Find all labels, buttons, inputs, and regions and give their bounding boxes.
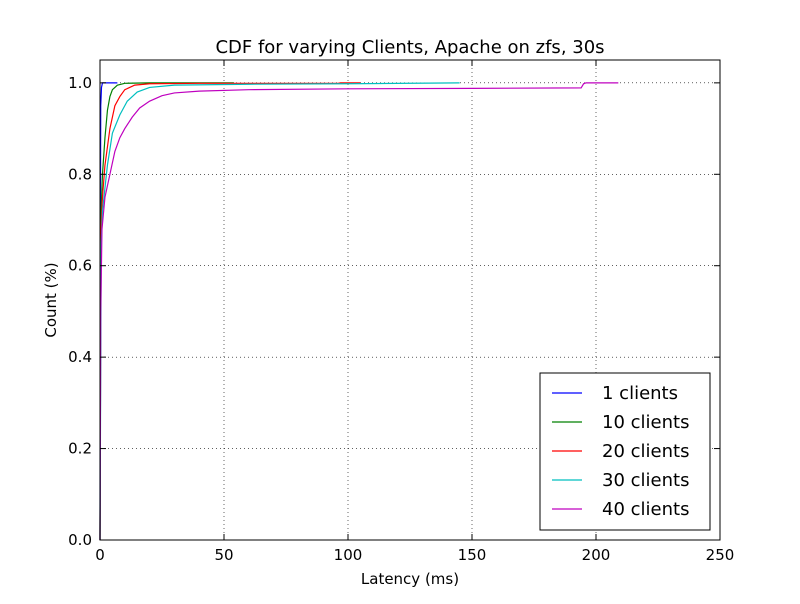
x-tick-label: 100: [334, 546, 363, 564]
chart-title: CDF for varying Clients, Apache on zfs, …: [215, 37, 604, 58]
series-line-4: [99, 82, 460, 541]
x-axis-label: Latency (ms): [361, 570, 459, 588]
x-tick-label: 150: [458, 546, 487, 564]
x-tick-label: 250: [706, 546, 735, 564]
axis-ticks: 0 50 100 150 200 250 0.0 0.2 0.4 0.6 0.8 1.0: [68, 60, 734, 564]
y-tick-label: 0.8: [68, 165, 92, 183]
series-line-5: [99, 82, 619, 541]
x-tick-label: 200: [582, 546, 611, 564]
legend-label-1: 1 clients: [602, 383, 678, 404]
legend-label-4: 30 clients: [602, 470, 689, 491]
y-axis-label: Count (%): [42, 262, 60, 337]
plot-frame: [99, 59, 721, 541]
series-line-3: [99, 82, 361, 541]
y-tick-label: 0.0: [68, 531, 92, 549]
legend-label-5: 40 clients: [602, 499, 689, 520]
x-tick-label: 0: [95, 546, 105, 564]
y-tick-label: 0.4: [68, 348, 92, 366]
x-tick-label: 50: [214, 546, 233, 564]
legend-label-3: 20 clients: [602, 441, 689, 462]
legend: 1 clients 10 clients 20 clients 30 clients 4…: [539, 372, 711, 531]
series-line-2: [99, 82, 234, 541]
legend-label-2: 10 clients: [602, 412, 689, 433]
y-tick-label: 1.0: [68, 74, 92, 92]
y-tick-label: 0.2: [68, 440, 92, 458]
y-tick-label: 0.6: [68, 257, 92, 275]
